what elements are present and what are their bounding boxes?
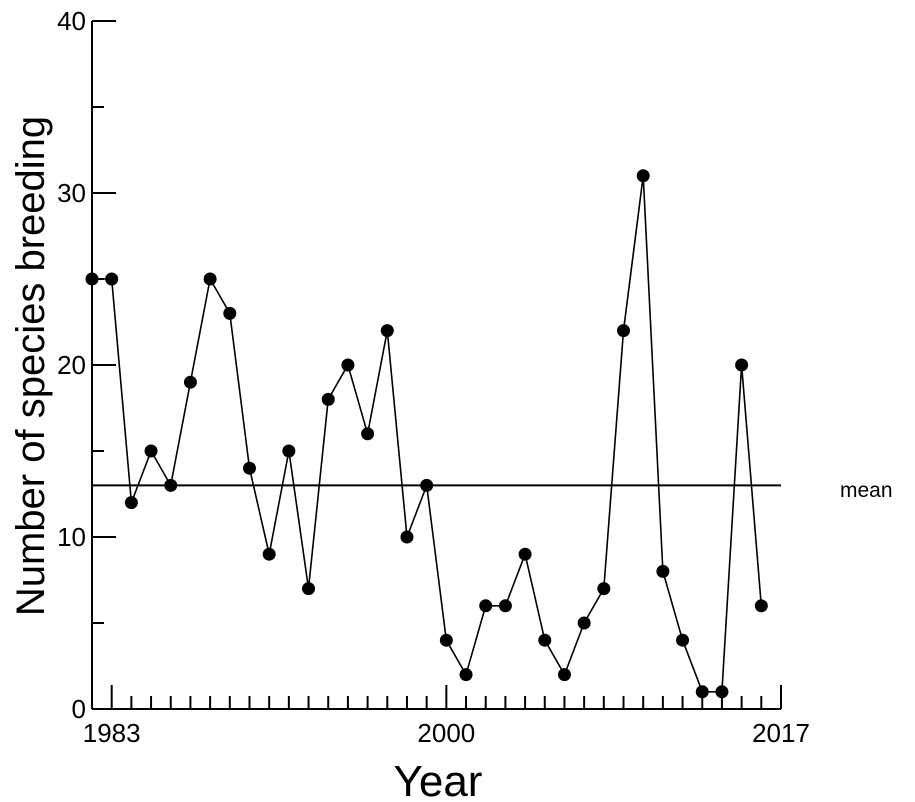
data-point (105, 272, 119, 286)
y-tick-label: 40 (57, 6, 86, 36)
data-point (400, 530, 414, 544)
data-point (656, 564, 670, 578)
data-point (754, 599, 768, 613)
data-point (715, 685, 729, 699)
data-point (144, 444, 158, 458)
axes: 0 10 20 30 40 1983 2000 2017 (57, 6, 810, 748)
data-point (302, 582, 316, 596)
data-point (242, 461, 256, 475)
data-point (439, 633, 453, 647)
data-point (676, 633, 690, 647)
data-point (636, 169, 650, 183)
y-axis-title: Number of species breeding (9, 116, 53, 616)
data-point (262, 547, 276, 561)
data-point (518, 547, 532, 561)
data-point (203, 272, 217, 286)
y-tick-label: 0 (72, 694, 86, 724)
data-point (420, 478, 434, 492)
data-series (85, 169, 768, 699)
x-axis-title: Year (394, 757, 483, 802)
data-point (459, 668, 473, 682)
data-point (223, 306, 237, 320)
data-point (85, 272, 99, 286)
series-line (92, 175, 763, 693)
data-point (321, 392, 335, 406)
data-point (695, 685, 709, 699)
data-point (479, 599, 493, 613)
x-tick-label: 2017 (752, 718, 810, 748)
y-tick-label: 10 (57, 522, 86, 552)
data-point (617, 324, 631, 338)
x-tick-label: 1983 (83, 718, 141, 748)
data-point (282, 444, 296, 458)
data-point (597, 582, 611, 596)
y-tick-label: 20 (57, 350, 86, 380)
data-point (557, 668, 571, 682)
mean-line-group: mean (92, 479, 893, 502)
data-point (538, 633, 552, 647)
y-tick-label: 30 (57, 178, 86, 208)
data-point (124, 496, 138, 510)
data-point (577, 616, 591, 630)
data-point (735, 358, 749, 372)
data-point (498, 599, 512, 613)
data-point (183, 375, 197, 389)
x-tick-label: 2000 (417, 718, 475, 748)
mean-label: mean (840, 479, 893, 502)
data-point (164, 478, 178, 492)
data-point (361, 427, 375, 441)
data-point (380, 324, 394, 338)
data-point (341, 358, 355, 372)
